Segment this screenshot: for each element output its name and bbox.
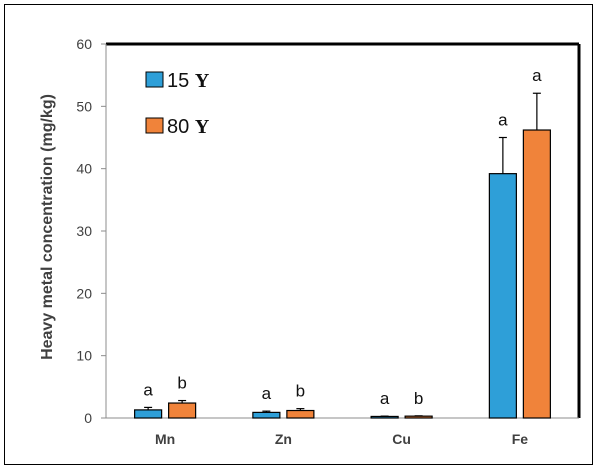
significance-label-fe-series-2: a	[532, 66, 542, 85]
significance-label-zn-series-1: a	[262, 384, 272, 403]
significance-labels: a b a b a b a a	[143, 66, 542, 408]
bar-mn-series-2	[168, 402, 197, 419]
bars	[134, 129, 551, 419]
bar-fe-series-1	[488, 173, 517, 419]
y-ticks: 0 10 20 30 40 50 60	[76, 36, 106, 426]
y-tick-label: 40	[76, 161, 92, 177]
significance-label-fe-series-1: a	[498, 111, 508, 130]
significance-label-mn-series-1: a	[143, 380, 153, 399]
y-tick-label: 20	[76, 285, 92, 301]
x-category-label: Zn	[275, 431, 292, 447]
x-category-label: Fe	[512, 431, 529, 447]
legend-swatch-series-1	[145, 71, 164, 88]
bar-fe-series-2	[522, 129, 551, 419]
error-bars	[144, 92, 541, 417]
significance-label-cu-series-1: a	[380, 389, 390, 408]
y-axis-label: Heavy metal concentration (mg/kg)	[39, 94, 56, 360]
legend-label-series-2: 80 Y	[167, 116, 210, 138]
bar-zn-series-2	[286, 409, 315, 419]
legend-label-series-1: 15 Y	[167, 70, 210, 92]
y-tick-label: 0	[84, 410, 92, 426]
x-category-label: Cu	[392, 431, 411, 447]
y-tick-label: 10	[76, 348, 92, 364]
legend-swatch-series-2	[145, 117, 164, 134]
y-tick-label: 60	[76, 36, 92, 52]
bar-zn-series-1	[252, 411, 281, 419]
legend: 15 Y 80 Y	[145, 70, 210, 138]
significance-label-cu-series-2: b	[414, 389, 423, 408]
y-tick-label: 30	[76, 223, 92, 239]
significance-label-zn-series-2: b	[296, 382, 305, 401]
x-category-labels: Mn Zn Cu Fe	[155, 431, 528, 447]
y-tick-label: 50	[76, 98, 92, 114]
significance-label-mn-series-2: b	[177, 374, 186, 393]
bar-mn-series-1	[134, 409, 163, 419]
x-category-label: Mn	[155, 431, 175, 447]
